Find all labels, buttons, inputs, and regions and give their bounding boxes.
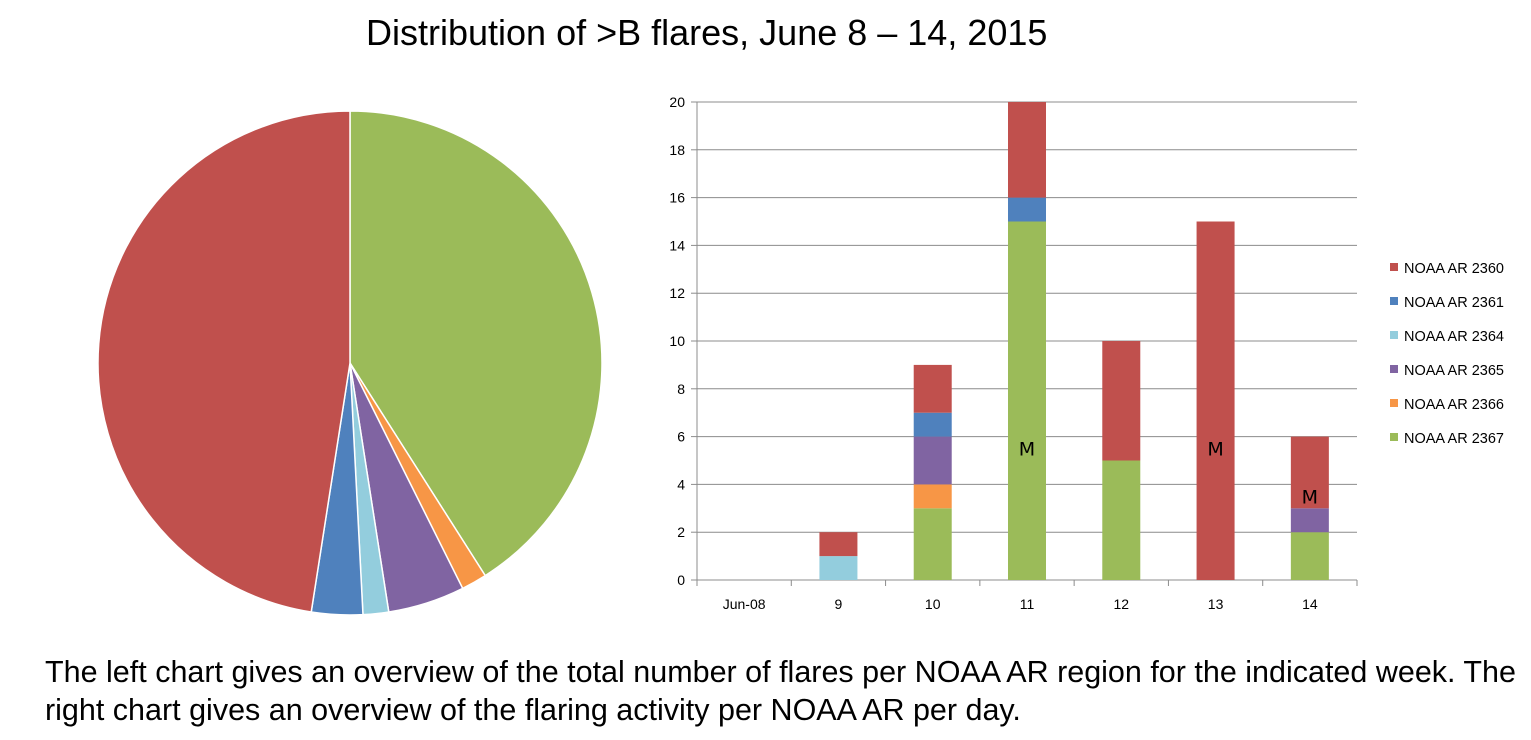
y-tick-label: 14 bbox=[669, 237, 685, 253]
bar-segment-noaa-ar-2360 bbox=[1290, 436, 1329, 509]
x-tick-label: 9 bbox=[835, 596, 843, 612]
pie-slice-noaa-ar-2360 bbox=[97, 110, 351, 613]
bar-segment-noaa-ar-2365 bbox=[1290, 508, 1329, 533]
slide-title: Distribution of >B flares, June 8 – 14, … bbox=[366, 12, 1048, 53]
bar-segment-noaa-ar-2361 bbox=[1008, 197, 1046, 222]
x-tick-label: 11 bbox=[1020, 596, 1035, 612]
bar-segment-noaa-ar-2364 bbox=[819, 556, 858, 580]
m-class-flare-marker: M bbox=[1207, 439, 1223, 461]
legend-swatch-noaa-ar-2366 bbox=[1390, 399, 1398, 407]
legend-swatch-noaa-ar-2361 bbox=[1390, 297, 1398, 305]
bar-segment-noaa-ar-2360 bbox=[913, 364, 952, 413]
stacked-bar-chart: 0 2 4 6 8 10 12 14 16 18 20 Jun-08 9 10 11 12 13 14 M MM … bbox=[669, 94, 1504, 612]
legend-swatch-noaa-ar-2364 bbox=[1390, 331, 1398, 339]
bar-y-tick-labels: 0 2 4 6 8 10 12 14 16 18 20 bbox=[669, 94, 685, 588]
bar-segment-noaa-ar-2360 bbox=[1102, 341, 1141, 461]
bar-segments bbox=[819, 102, 1329, 580]
legend-label-noaa-ar-2365: NOAA AR 2365 bbox=[1404, 363, 1504, 379]
bar-segment-noaa-ar-2367 bbox=[1290, 532, 1329, 580]
legend-label-noaa-ar-2367: NOAA AR 2367 bbox=[1404, 431, 1504, 447]
bar-legend: NOAA AR 2360 NOAA AR 2361 NOAA AR 2364 NOAA… bbox=[1390, 261, 1504, 447]
pie-slices bbox=[97, 110, 603, 616]
bar-segment-noaa-ar-2366 bbox=[913, 484, 952, 509]
x-tick-label: Jun-08 bbox=[723, 596, 766, 612]
x-tick-label: 10 bbox=[925, 596, 941, 612]
bar-segment-noaa-ar-2360 bbox=[1196, 221, 1235, 580]
y-tick-label: 6 bbox=[677, 429, 685, 445]
bar-segment-noaa-ar-2360 bbox=[1008, 102, 1046, 198]
caption-text: The left chart gives an overview of the … bbox=[45, 655, 1516, 727]
legend-label-noaa-ar-2364: NOAA AR 2364 bbox=[1404, 329, 1504, 345]
legend-swatch-noaa-ar-2367 bbox=[1390, 433, 1398, 441]
bar-segment-noaa-ar-2367 bbox=[913, 508, 952, 580]
bar-segment-noaa-ar-2365 bbox=[913, 436, 952, 485]
legend-swatch-noaa-ar-2360 bbox=[1390, 263, 1398, 271]
x-tick-label: 12 bbox=[1113, 596, 1129, 612]
pie-chart bbox=[97, 110, 603, 616]
bar-segment-noaa-ar-2360 bbox=[819, 532, 858, 557]
legend-label-noaa-ar-2366: NOAA AR 2366 bbox=[1404, 397, 1504, 413]
m-class-flare-marker: M bbox=[1019, 439, 1035, 461]
x-tick-label: 14 bbox=[1302, 596, 1318, 612]
x-tick-label: 13 bbox=[1208, 596, 1224, 612]
legend-label-noaa-ar-2360: NOAA AR 2360 bbox=[1404, 261, 1504, 277]
bar-segment-noaa-ar-2367 bbox=[1008, 221, 1046, 580]
legend-label-noaa-ar-2361: NOAA AR 2361 bbox=[1404, 295, 1504, 311]
m-class-flare-marker: M bbox=[1302, 486, 1318, 508]
legend-swatch-noaa-ar-2365 bbox=[1390, 365, 1398, 373]
y-tick-label: 18 bbox=[669, 142, 685, 158]
y-tick-label: 4 bbox=[677, 476, 685, 492]
y-tick-label: 16 bbox=[669, 190, 685, 206]
pie-slice-noaa-ar-2367 bbox=[349, 110, 603, 577]
y-tick-label: 2 bbox=[677, 524, 685, 540]
bar-segment-noaa-ar-2361 bbox=[913, 412, 952, 437]
y-tick-label: 8 bbox=[677, 381, 685, 397]
bar-annotations: M M M bbox=[1019, 439, 1318, 509]
bar-segment-noaa-ar-2367 bbox=[1102, 460, 1141, 580]
y-tick-label: 0 bbox=[677, 572, 685, 588]
bar-x-tick-labels: Jun-08 9 10 11 12 13 14 bbox=[723, 596, 1318, 612]
y-tick-label: 12 bbox=[669, 285, 685, 301]
y-tick-label: 10 bbox=[669, 333, 685, 349]
y-tick-label: 20 bbox=[669, 94, 685, 110]
